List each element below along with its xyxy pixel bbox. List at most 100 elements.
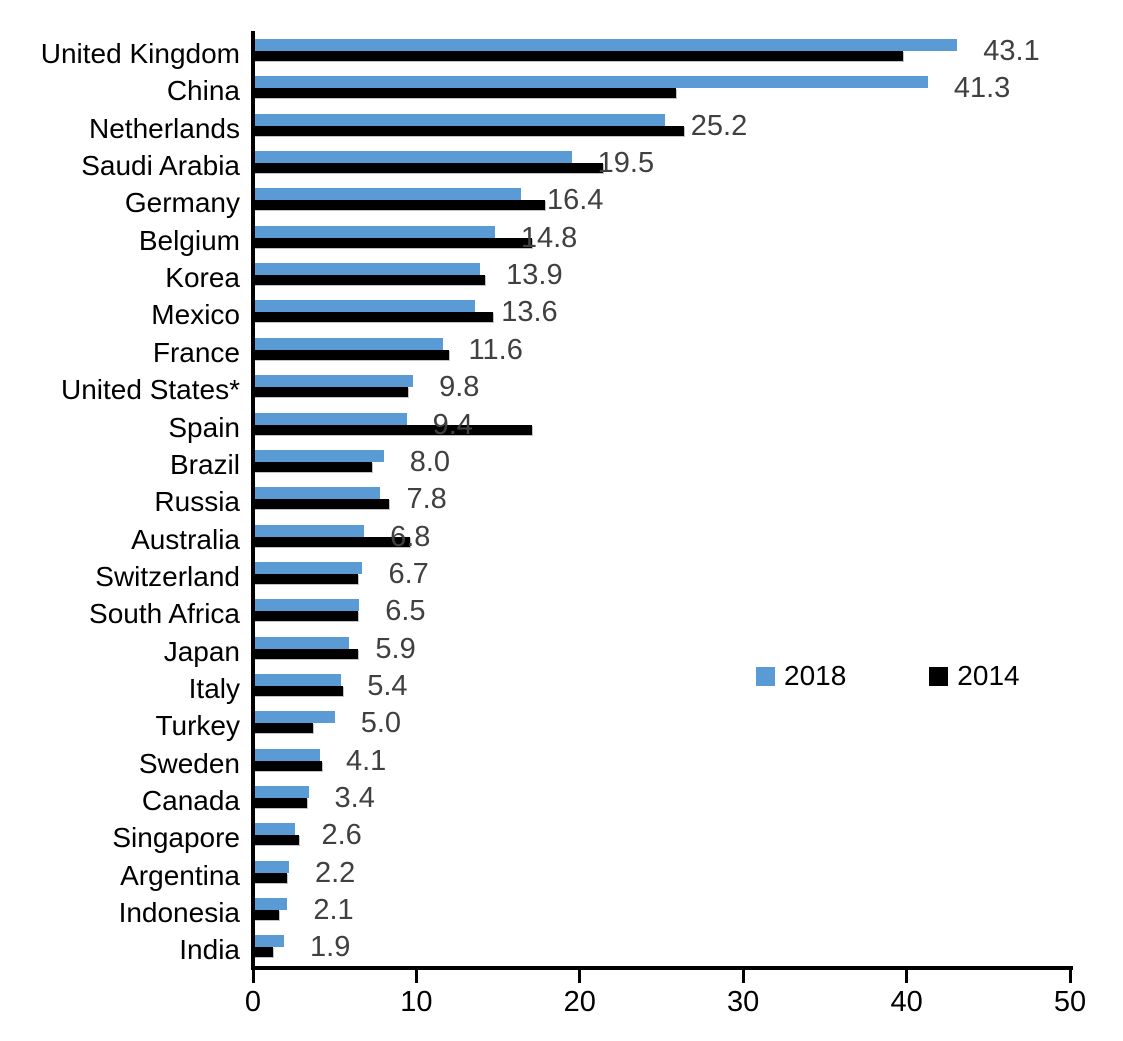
value-label: 16.4 bbox=[546, 184, 604, 217]
category-label: Netherlands bbox=[89, 112, 240, 144]
x-axis-line bbox=[251, 966, 1073, 970]
value-label: 9.8 bbox=[439, 371, 480, 404]
category-label: Switzerland bbox=[95, 560, 240, 592]
bar-2018 bbox=[253, 76, 928, 89]
category-label: Russia bbox=[154, 486, 240, 518]
bar-2014 bbox=[253, 947, 273, 958]
legend-swatch-2018 bbox=[756, 666, 775, 686]
x-tick-mark bbox=[251, 970, 255, 983]
bar-2014 bbox=[253, 910, 280, 921]
value-label: 6.7 bbox=[388, 557, 429, 590]
bar-2018 bbox=[253, 375, 414, 388]
bar-2018 bbox=[253, 935, 285, 948]
value-label: 19.5 bbox=[597, 147, 655, 180]
category-label: Brazil bbox=[169, 448, 240, 480]
category-label: Saudi Arabia bbox=[81, 150, 240, 182]
bar-2014 bbox=[253, 872, 288, 883]
category-label: Turkey bbox=[155, 710, 240, 742]
bar-2018 bbox=[253, 337, 443, 350]
bar-2018 bbox=[253, 711, 335, 724]
x-tick-mark bbox=[905, 970, 909, 983]
category-label: India bbox=[179, 934, 240, 966]
bar-2018 bbox=[253, 748, 320, 761]
value-label: 2.1 bbox=[313, 894, 354, 927]
value-label: 1.9 bbox=[310, 931, 351, 964]
category-label: Germany bbox=[124, 187, 240, 219]
value-label: 11.6 bbox=[468, 333, 523, 366]
bar-2014 bbox=[253, 51, 904, 61]
x-tick-label: 20 bbox=[563, 986, 596, 1018]
bar-2018 bbox=[253, 263, 481, 276]
value-label: 2.2 bbox=[314, 856, 356, 889]
y-axis-line bbox=[251, 31, 255, 970]
bar-2014 bbox=[253, 685, 343, 696]
value-label: 14.8 bbox=[520, 221, 578, 254]
value-label: 4.1 bbox=[345, 744, 387, 777]
x-tick-label: 10 bbox=[400, 986, 433, 1018]
x-tick-label: 40 bbox=[890, 986, 923, 1018]
category-label: Italy bbox=[188, 672, 240, 704]
bar-2018 bbox=[253, 860, 289, 873]
x-tick-mark bbox=[578, 970, 582, 983]
value-label: 25.2 bbox=[690, 109, 748, 142]
value-label: 13.6 bbox=[501, 296, 558, 329]
category-label: Singapore bbox=[112, 822, 240, 854]
category-label: Canada bbox=[141, 785, 240, 816]
bar-2018 bbox=[253, 39, 958, 51]
value-label: 9.4 bbox=[432, 408, 473, 441]
bar-2014 bbox=[253, 125, 685, 136]
bar-2014 bbox=[253, 611, 358, 622]
bar-2014 bbox=[253, 312, 494, 323]
category-label: Indonesia bbox=[118, 897, 240, 929]
bar-2018 bbox=[253, 599, 360, 612]
bar-2014 bbox=[253, 648, 358, 659]
bar-2018 bbox=[253, 898, 288, 911]
value-label: 3.4 bbox=[334, 782, 375, 814]
x-tick-mark bbox=[414, 970, 418, 983]
category-label: Korea bbox=[165, 262, 240, 294]
value-label: 13.9 bbox=[506, 259, 563, 292]
bar-2014 bbox=[253, 798, 307, 808]
value-label: 41.3 bbox=[953, 72, 1011, 105]
x-tick-mark bbox=[1068, 970, 1072, 983]
bar-2018 bbox=[253, 225, 495, 238]
bar-2018 bbox=[253, 673, 342, 686]
value-label: 6.5 bbox=[385, 595, 426, 628]
x-tick-mark bbox=[741, 970, 745, 983]
bar-2014 bbox=[253, 723, 314, 734]
category-label: Australia bbox=[131, 523, 240, 555]
bar-2014 bbox=[253, 200, 546, 211]
category-label: South Africa bbox=[89, 598, 240, 630]
bar-2014 bbox=[253, 387, 409, 398]
category-label: Japan bbox=[163, 635, 240, 667]
category-label: Belgium bbox=[138, 224, 240, 256]
value-label: 5.0 bbox=[360, 707, 402, 740]
bar-2018 bbox=[253, 524, 365, 537]
bar-2018 bbox=[253, 113, 665, 126]
bar-2018 bbox=[253, 449, 384, 462]
bar-2014 bbox=[253, 835, 299, 846]
bar-2014 bbox=[253, 163, 603, 174]
bar-2014 bbox=[253, 275, 486, 286]
value-label: 5.4 bbox=[367, 669, 408, 702]
bar-2018 bbox=[253, 636, 350, 649]
value-label: 6.8 bbox=[390, 520, 431, 553]
legend-swatch-2014 bbox=[929, 666, 949, 686]
bar-2018 bbox=[253, 151, 572, 164]
bar-2014 bbox=[253, 88, 677, 99]
value-label: 7.8 bbox=[406, 483, 447, 516]
value-label: 2.6 bbox=[321, 819, 362, 852]
category-label: Spain bbox=[168, 411, 240, 443]
category-label: Argentina bbox=[120, 859, 240, 891]
bar-2014 bbox=[253, 461, 373, 472]
bar-2014 bbox=[253, 424, 533, 435]
bar-2018 bbox=[253, 412, 407, 425]
bar-2014 bbox=[253, 349, 450, 360]
category-label: United States* bbox=[61, 374, 240, 406]
bar-2018 bbox=[253, 823, 296, 836]
x-tick-label: 0 bbox=[244, 986, 262, 1018]
category-label: Mexico bbox=[151, 299, 240, 331]
bar-2014 bbox=[253, 499, 389, 510]
value-label: 5.9 bbox=[375, 632, 416, 665]
category-label: Sweden bbox=[138, 747, 240, 779]
